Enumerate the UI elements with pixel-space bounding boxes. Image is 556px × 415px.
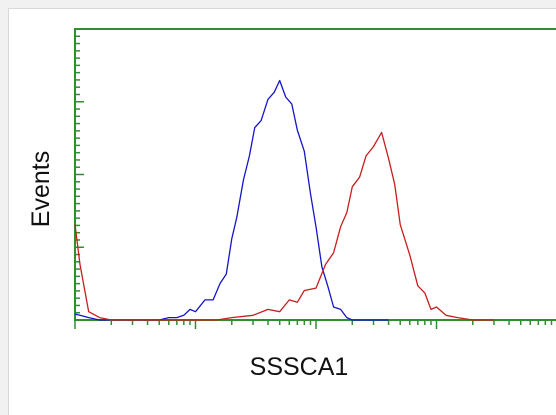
series-lines [74, 79, 494, 321]
y-axis-label: Events [27, 151, 55, 227]
figure-frame: SSSCA1 Events [8, 8, 556, 415]
plot-area-frame [74, 28, 556, 321]
tick-marks [74, 28, 553, 329]
x-axis-label: SSSCA1 [250, 353, 349, 381]
series-line-blue [74, 79, 389, 321]
histogram-chart: SSSCA1 Events [27, 28, 556, 381]
series-line-red [74, 131, 494, 321]
